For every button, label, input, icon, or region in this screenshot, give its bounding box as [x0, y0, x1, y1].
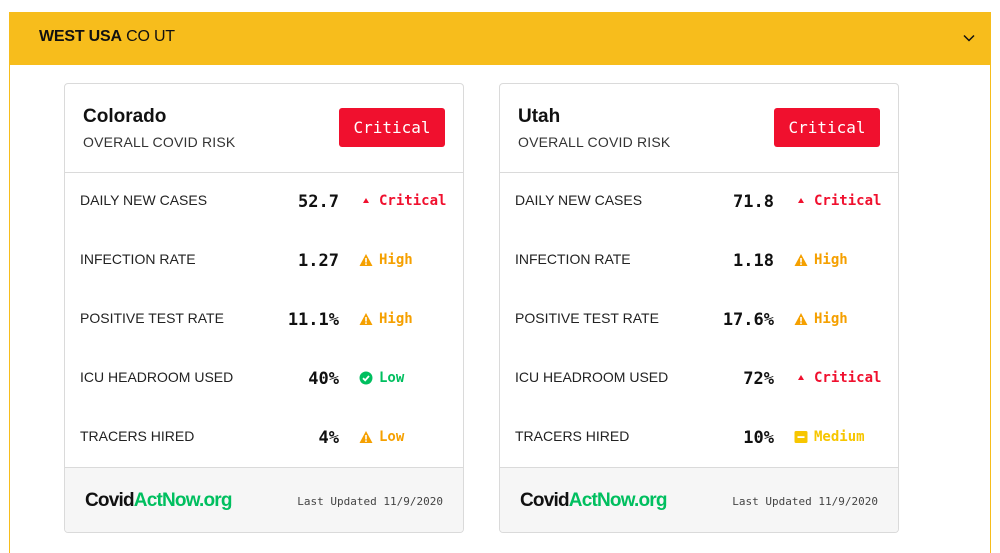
metric-row: POSITIVE TEST RATE 17.6% High	[500, 291, 898, 350]
metric-row: TRACERS HIRED 10% Medium	[500, 409, 898, 468]
caret-up-icon	[794, 371, 808, 385]
metric-level-text: High	[379, 252, 413, 268]
caret-up-icon	[359, 194, 373, 208]
metric-label: DAILY NEW CASES	[80, 192, 208, 208]
overall-risk-badge: Critical	[774, 108, 880, 147]
warning-icon	[794, 312, 808, 326]
overall-risk-label: OVERALL COVID RISK	[83, 134, 236, 150]
metric-label: ICU HEADROOM USED	[515, 369, 669, 385]
card-footer: CovidActNow.org Last Updated 11/9/2020	[500, 467, 898, 532]
metric-row: DAILY NEW CASES 71.8 Critical	[500, 173, 898, 232]
metric-value: 4%	[318, 428, 339, 448]
logo-part1: Covid	[85, 490, 135, 511]
metric-value: 11.1%	[287, 310, 339, 330]
check-circle-icon	[359, 371, 373, 385]
metric-level-text: Low	[379, 429, 405, 445]
metric-label: TRACERS HIRED	[515, 428, 630, 444]
metric-value: 71.8	[733, 192, 774, 212]
metric-level-text: Medium	[814, 429, 865, 445]
metric-level-text: High	[814, 311, 848, 327]
metric-level-text: Critical	[814, 193, 882, 209]
overall-risk-badge: Critical	[339, 108, 445, 147]
metric-row: ICU HEADROOM USED 40% Low	[65, 350, 463, 409]
metric-level: Low	[359, 429, 404, 445]
metric-level: High	[359, 252, 413, 268]
metric-level-text: Critical	[814, 370, 882, 386]
logo-part2: ActNow.org	[133, 490, 233, 511]
logo-part2: ActNow.org	[568, 490, 668, 511]
metric-row: INFECTION RATE 1.27 High	[65, 232, 463, 291]
region-header[interactable]: WEST USA CO UT	[9, 12, 991, 65]
metric-level: Critical	[359, 193, 446, 209]
metric-level: High	[359, 311, 413, 327]
covidactnow-logo[interactable]: CovidActNow.org	[85, 490, 232, 512]
covidactnow-logo[interactable]: CovidActNow.org	[520, 490, 667, 512]
metric-value: 10%	[743, 428, 774, 448]
warning-icon	[359, 253, 373, 267]
metric-row: DAILY NEW CASES 52.7 Critical	[65, 173, 463, 232]
metric-level-text: Critical	[379, 193, 447, 209]
metric-level-text: Low	[379, 370, 405, 386]
metric-label: TRACERS HIRED	[80, 428, 195, 444]
card-footer: CovidActNow.org Last Updated 11/9/2020	[65, 467, 463, 532]
metric-value: 1.18	[733, 251, 774, 271]
metric-level: Low	[359, 370, 404, 386]
region-states: CO UT	[126, 28, 175, 45]
last-updated: Last Updated 11/9/2020	[297, 495, 443, 508]
warning-icon	[359, 430, 373, 444]
metric-level: Critical	[794, 193, 881, 209]
metric-label: POSITIVE TEST RATE	[515, 310, 659, 326]
metric-row: ICU HEADROOM USED 72% Critical	[500, 350, 898, 409]
warning-icon	[794, 253, 808, 267]
region-panel	[9, 12, 991, 553]
metric-label: DAILY NEW CASES	[515, 192, 643, 208]
chevron-down-icon[interactable]	[963, 32, 975, 44]
card-header: Utah OVERALL COVID RISK Critical	[500, 84, 898, 173]
card-header: Colorado OVERALL COVID RISK Critical	[65, 84, 463, 173]
metric-level: High	[794, 311, 848, 327]
metric-label: ICU HEADROOM USED	[80, 369, 234, 385]
state-name: Utah	[518, 106, 561, 127]
logo-part1: Covid	[520, 490, 570, 511]
metric-label: POSITIVE TEST RATE	[80, 310, 224, 326]
metric-value: 72%	[743, 369, 774, 389]
metric-label: INFECTION RATE	[515, 251, 631, 267]
metric-value: 17.6%	[722, 310, 774, 330]
warning-icon	[359, 312, 373, 326]
metric-level: Medium	[794, 429, 865, 445]
metric-row: TRACERS HIRED 4% Low	[65, 409, 463, 468]
state-card-utah: Utah OVERALL COVID RISK Critical DAILY N…	[499, 83, 899, 533]
metric-level-text: High	[814, 252, 848, 268]
overall-risk-label: OVERALL COVID RISK	[518, 134, 671, 150]
metric-value: 52.7	[298, 192, 339, 212]
metric-row: POSITIVE TEST RATE 11.1% High	[65, 291, 463, 350]
metric-level: High	[794, 252, 848, 268]
metric-label: INFECTION RATE	[80, 251, 196, 267]
state-card-colorado: Colorado OVERALL COVID RISK Critical DAI…	[64, 83, 464, 533]
region-name: WEST USA	[39, 28, 122, 45]
dash-box-icon	[794, 430, 808, 444]
metric-level-text: High	[379, 311, 413, 327]
metric-value: 40%	[308, 369, 339, 389]
metric-level: Critical	[794, 370, 881, 386]
metric-value: 1.27	[298, 251, 339, 271]
caret-up-icon	[794, 194, 808, 208]
last-updated: Last Updated 11/9/2020	[732, 495, 878, 508]
metric-row: INFECTION RATE 1.18 High	[500, 232, 898, 291]
region-title: WEST USA CO UT	[39, 28, 175, 46]
state-name: Colorado	[83, 106, 167, 127]
